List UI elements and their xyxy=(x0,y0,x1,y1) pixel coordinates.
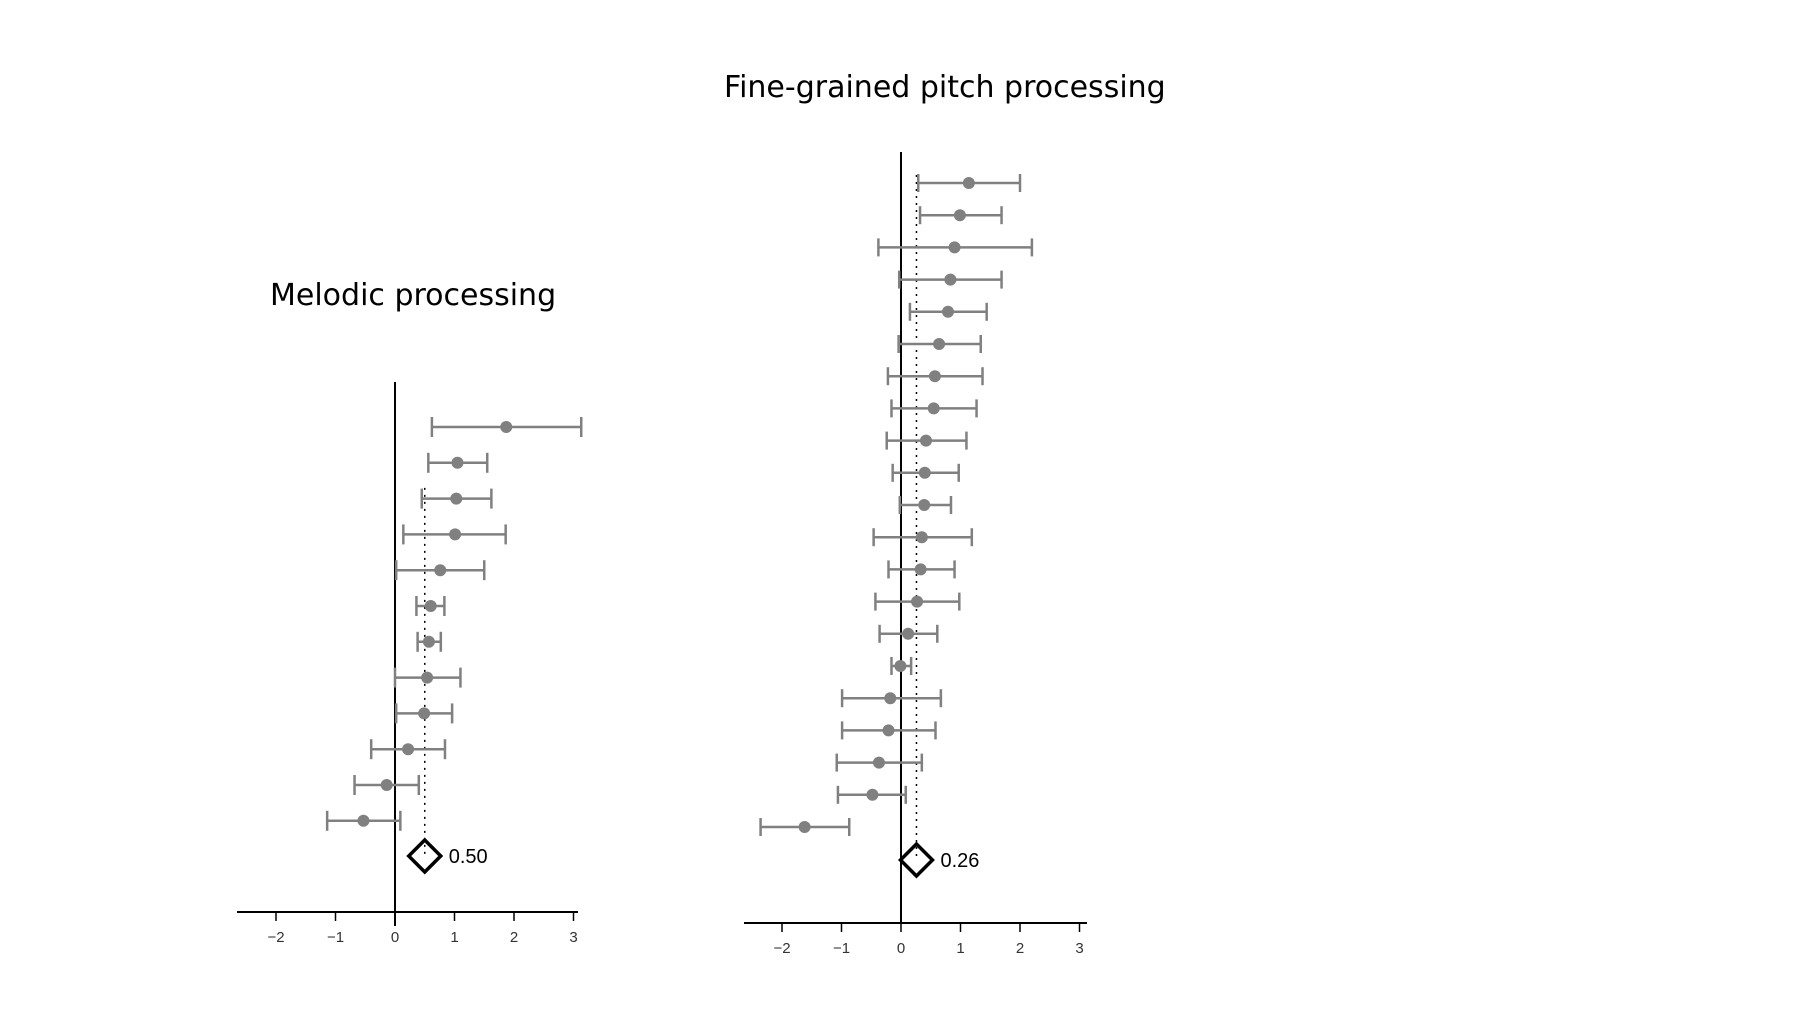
fine-study-point xyxy=(953,209,966,222)
fine-study-point xyxy=(933,338,946,350)
fine-study-point xyxy=(927,402,940,415)
fine-study-point xyxy=(894,660,907,672)
melodic-pooled-label: 0.50 xyxy=(449,846,488,868)
fine-pooled-label: 0.26 xyxy=(940,850,979,872)
melodic-study-point xyxy=(357,814,370,827)
fine-study-point xyxy=(866,788,879,801)
fine-study-point xyxy=(914,563,927,576)
melodic-study-point xyxy=(449,528,462,541)
melodic-chart-title: Melodic processing xyxy=(270,278,557,313)
fine-study-point xyxy=(918,499,931,511)
melodic-study-point xyxy=(434,564,447,577)
fine-x-tick-label: 1 xyxy=(956,940,964,957)
melodic-study-point xyxy=(450,492,463,505)
fine-study-point xyxy=(884,692,897,705)
melodic-study-point xyxy=(424,600,437,612)
fine-study-point xyxy=(911,595,924,608)
fine-study-point xyxy=(882,724,895,737)
fine-study-point xyxy=(944,273,957,286)
melodic-study-point xyxy=(418,707,431,720)
fine-study-point xyxy=(919,434,932,447)
fine-x-tick-label: 0 xyxy=(897,940,905,957)
melodic-study-point xyxy=(500,421,513,433)
fine-study-point xyxy=(872,756,885,769)
fine-study-point xyxy=(918,466,931,479)
melodic-study-point xyxy=(380,779,393,791)
melodic-study-point xyxy=(402,743,415,756)
fine-study-point xyxy=(798,821,811,833)
melodic-x-tick-label: 2 xyxy=(510,929,518,946)
fine-x-tick-label: −1 xyxy=(833,940,850,957)
fine-x-tick-label: −2 xyxy=(773,940,790,957)
fine-study-point xyxy=(948,241,961,254)
melodic-x-tick-label: 3 xyxy=(569,929,577,946)
melodic-x-tick-label: −2 xyxy=(267,929,284,946)
fine-study-point xyxy=(915,531,928,544)
melodic-study-point xyxy=(422,635,435,648)
fine-pooled-diamond xyxy=(897,841,935,879)
melodic-x-tick-label: 1 xyxy=(450,929,458,946)
melodic-x-tick-label: 0 xyxy=(391,929,399,946)
melodic-study-point xyxy=(421,671,434,684)
fine-study-point xyxy=(942,305,955,318)
melodic-study-point xyxy=(451,456,464,469)
fine-grained-chart-title: Fine-grained pitch processing xyxy=(724,70,1166,105)
fine-x-tick-label: 3 xyxy=(1075,940,1083,957)
melodic-pooled-diamond xyxy=(406,837,444,875)
fine-study-point xyxy=(928,370,941,383)
fine-x-tick-label: 2 xyxy=(1016,940,1024,957)
melodic-x-tick-label: −1 xyxy=(327,929,344,946)
fine-study-point xyxy=(902,627,915,640)
fine-study-point xyxy=(962,177,975,189)
